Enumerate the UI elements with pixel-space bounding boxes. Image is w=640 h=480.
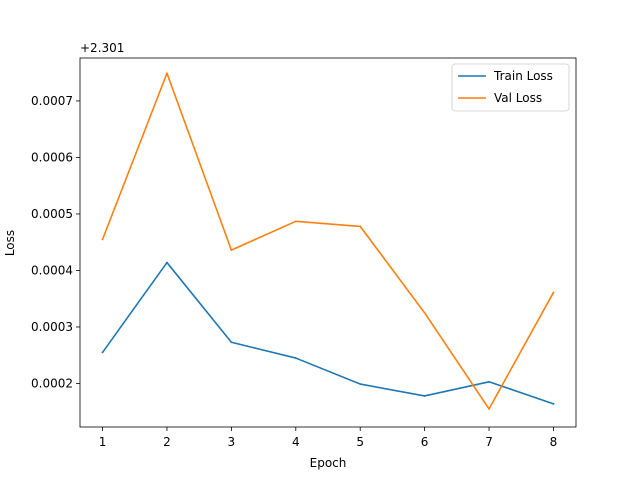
data-point xyxy=(166,261,168,264)
y-axis-ticks: 0.0002 0.0003 0.0004 0.0005 0.0006 0.0007 xyxy=(31,94,80,390)
y-tick-label: 0.0006 xyxy=(31,150,73,164)
x-tick-label: 8 xyxy=(550,435,558,449)
data-point xyxy=(552,291,555,294)
data-point xyxy=(359,225,362,228)
axes-frame xyxy=(79,57,577,428)
data-point xyxy=(230,249,233,252)
data-point xyxy=(101,238,104,241)
data-point xyxy=(488,408,490,410)
data-point xyxy=(230,341,233,344)
data-point xyxy=(423,395,426,397)
data-point xyxy=(294,357,297,359)
series-line-train-loss xyxy=(101,261,555,405)
series-line-val-loss xyxy=(101,72,555,410)
plot-area xyxy=(101,72,555,410)
y-tick-label: 0.0003 xyxy=(31,320,73,334)
x-tick-label: 6 xyxy=(421,435,429,449)
x-tick-label: 7 xyxy=(485,435,493,449)
y-offset-label: +2.301 xyxy=(80,41,124,55)
y-tick-label: 0.0002 xyxy=(31,376,73,390)
y-axis-label: Loss xyxy=(3,230,17,256)
x-tick-label: 5 xyxy=(356,435,364,449)
data-point xyxy=(359,383,362,385)
y-tick-label: 0.0004 xyxy=(31,263,73,277)
y-tick-label: 0.0007 xyxy=(31,94,73,108)
legend: Train Loss Val Loss xyxy=(451,63,570,112)
data-point xyxy=(166,72,168,75)
y-tick-label: 0.0005 xyxy=(31,207,73,221)
x-axis-ticks: 1 2 3 4 5 6 7 8 xyxy=(99,427,558,449)
data-point xyxy=(552,402,555,405)
x-tick-label: 1 xyxy=(99,435,107,449)
x-tick-label: 3 xyxy=(228,435,236,449)
data-point xyxy=(101,351,104,354)
data-point xyxy=(488,380,490,383)
x-tick-label: 2 xyxy=(163,435,171,449)
x-tick-label: 4 xyxy=(292,435,300,449)
data-point xyxy=(423,311,426,314)
legend-label: Val Loss xyxy=(494,91,542,105)
legend-label: Train Loss xyxy=(493,69,553,83)
data-point xyxy=(294,220,297,223)
x-axis-label: Epoch xyxy=(310,456,347,470)
